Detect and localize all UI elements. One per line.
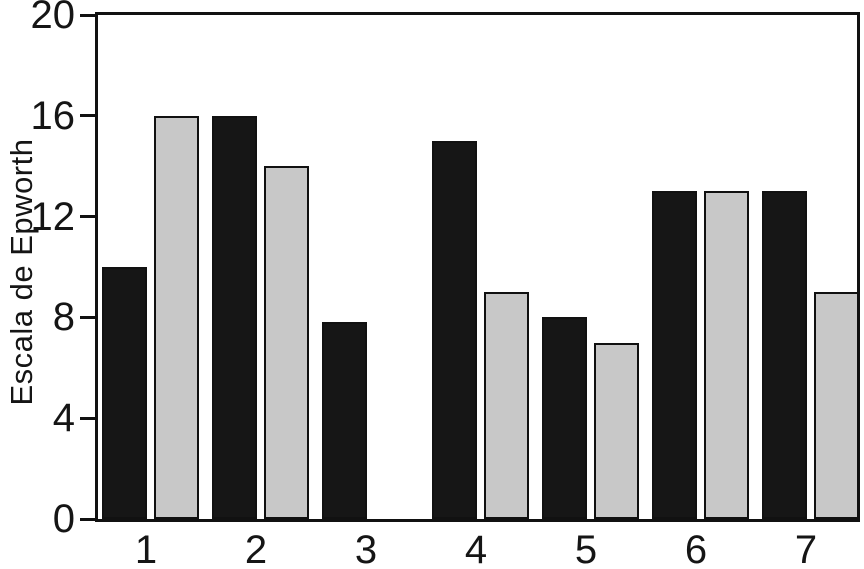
- y-tick-label-20: 20: [30, 0, 76, 37]
- y-tick-mark-8: [80, 315, 95, 319]
- x-tick-label-1: 1: [134, 528, 158, 569]
- bar-serie-negra-3: [322, 322, 367, 519]
- bars-layer: [98, 15, 859, 519]
- y-tick-label-16: 16: [30, 93, 76, 138]
- y-tick-label-8: 8: [52, 295, 75, 340]
- bar-serie-gris-2: [264, 166, 309, 519]
- x-tick-label-7: 7: [794, 528, 818, 569]
- bar-serie-negra-2: [212, 115, 257, 519]
- bar-serie-gris-1: [154, 115, 199, 519]
- bar-serie-negra-7: [762, 191, 807, 519]
- x-tick-label-6: 6: [684, 528, 708, 569]
- bar-serie-negra-6: [652, 191, 697, 519]
- bar-serie-gris-7: [814, 292, 859, 519]
- y-tick-mark-16: [80, 114, 95, 118]
- bar-serie-negra-1: [102, 267, 147, 519]
- bar-serie-gris-6: [704, 191, 749, 519]
- bar-serie-gris-4: [484, 292, 529, 519]
- y-axis-title: Escala de Epworth: [4, 138, 39, 406]
- y-tick-label-12: 12: [30, 194, 76, 239]
- x-axis-labels: 1 2 3 4 5 6 7: [98, 519, 857, 569]
- x-tick-label-5: 5: [574, 528, 598, 569]
- y-tick-mark-20: [80, 13, 95, 17]
- y-tick-mark-4: [80, 416, 95, 420]
- x-tick-label-4: 4: [464, 528, 488, 569]
- y-tick-mark-0: [80, 517, 95, 521]
- y-tick-label-4: 4: [52, 396, 75, 441]
- x-tick-label-3: 3: [354, 528, 378, 569]
- bar-serie-negra-5: [542, 317, 587, 519]
- bar-serie-negra-4: [432, 141, 477, 519]
- y-axis-ticks: 0 4 8 12 16 20: [31, 0, 857, 540]
- y-tick-mark-12: [80, 215, 95, 219]
- x-tick-label-2: 2: [244, 528, 268, 569]
- y-tick-label-0: 0: [52, 497, 75, 541]
- bar-serie-gris-5: [594, 342, 639, 519]
